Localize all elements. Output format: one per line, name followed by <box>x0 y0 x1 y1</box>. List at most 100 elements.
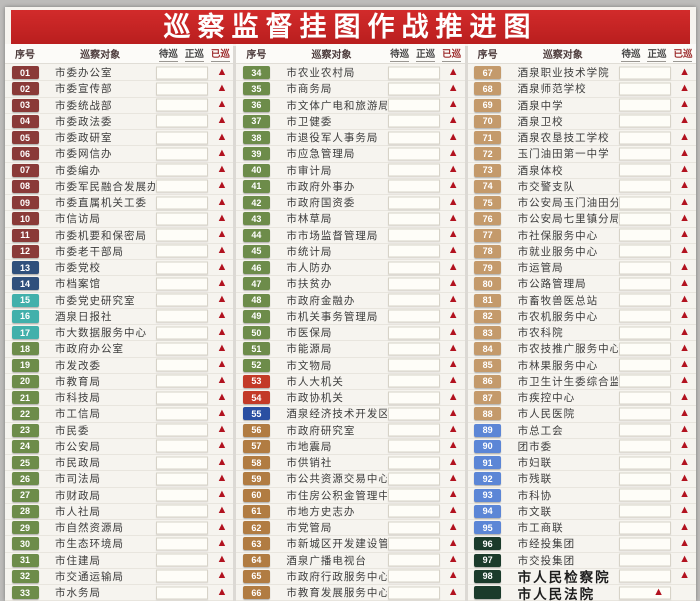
status-triangle-icon: ▲ <box>216 471 228 484</box>
status-triangle-icon: ▲ <box>447 211 459 224</box>
pending-cell <box>156 66 209 80</box>
pending-cell <box>156 342 209 356</box>
row-index-cell: 54 <box>236 391 276 405</box>
group-header: 序号 巡察对象 待巡 正巡 已巡 <box>467 44 696 64</box>
pending-cell <box>387 342 440 356</box>
status-triangle-icon: ▲ <box>447 390 459 403</box>
row-index-cell: 58 <box>236 456 276 470</box>
row-index-cell: 27 <box>5 488 45 502</box>
row-target-label: 市农机服务中心 <box>517 310 599 323</box>
pending-cell <box>156 326 209 340</box>
pending-cell <box>618 98 671 112</box>
row-status-cells: ▲ <box>387 195 465 210</box>
row-target-label: 市教育局 <box>55 375 101 388</box>
status-triangle-icon: ▲ <box>679 114 690 127</box>
pending-cell <box>618 553 671 567</box>
status-triangle-icon: ▲ <box>447 292 459 305</box>
status-triangle-icon: ▲ <box>679 536 690 549</box>
pending-cell <box>156 586 209 600</box>
row-target-label: 市退役军人事务局 <box>286 132 379 145</box>
row-index-badge: 65 <box>242 569 270 583</box>
pending-cell <box>618 569 671 583</box>
row-index-badge: 51 <box>242 342 270 356</box>
row-index-badge: 59 <box>242 472 270 486</box>
status-triangle-icon: ▲ <box>216 81 228 94</box>
row-target-label: 市政府外事办 <box>286 180 356 193</box>
row-target-label: 市委党史研究室 <box>55 294 136 307</box>
row-index-cell <box>468 586 508 600</box>
row-index-cell: 79 <box>468 261 508 275</box>
status-triangle-icon: ▲ <box>679 260 690 273</box>
row-target-label: 酒泉农垦技工学校 <box>517 132 610 145</box>
row-index-badge: 37 <box>242 114 270 128</box>
row-status-cells: ▲ <box>155 325 233 340</box>
row-index-cell: 88 <box>468 407 508 421</box>
chart-title: 巡察监督挂图作战推进图 <box>11 10 690 44</box>
header-index: 序号 <box>246 50 267 61</box>
row-target-label: 市委机要和保密局 <box>55 229 147 242</box>
row-index-badge: 29 <box>11 521 39 535</box>
row-index-cell: 38 <box>236 131 276 145</box>
row-index-cell: 33 <box>5 586 45 600</box>
row-target-label: 市公路管理局 <box>517 278 587 291</box>
status-triangle-icon: ▲ <box>679 455 690 468</box>
table-row: 12 市委老干部局 ▲ <box>5 244 234 260</box>
status-triangle-icon: ▲ <box>216 276 228 289</box>
row-index-badge: 88 <box>474 407 502 421</box>
row-index-cell: 50 <box>236 326 276 340</box>
table-row: 64 酒泉广播电视台 ▲ <box>236 553 465 569</box>
status-triangle-icon: ▲ <box>216 536 228 549</box>
pending-cell <box>387 569 440 583</box>
status-triangle-icon: ▲ <box>447 244 459 257</box>
status-triangle-icon: ▲ <box>216 374 228 387</box>
row-target-label: 市林草局 <box>286 213 333 226</box>
status-triangle-icon: ▲ <box>679 487 690 500</box>
row-index-badge: 98 <box>474 569 502 583</box>
row-index-badge: 10 <box>11 212 39 226</box>
row-target-label: 市水务局 <box>55 587 101 600</box>
status-triangle-icon: ▲ <box>447 276 459 289</box>
row-status-cells: ▲ <box>618 488 696 503</box>
row-status-cells: ▲ <box>618 504 696 519</box>
row-status-cells: ▲ <box>387 341 465 356</box>
row-index-badge: 89 <box>474 423 502 437</box>
row-target-label: 市应急管理局 <box>286 148 356 161</box>
status-triangle-icon: ▲ <box>447 97 459 110</box>
row-target-label: 市大数据服务中心 <box>55 327 147 340</box>
status-triangle-icon: ▲ <box>447 536 459 549</box>
row-index-badge: 27 <box>11 488 39 502</box>
status-triangle-icon: ▲ <box>447 471 459 484</box>
pending-cell <box>387 147 440 161</box>
row-status-cells: ▲ <box>618 244 696 259</box>
row-target-label: 市审计局 <box>286 164 333 177</box>
row-index-cell: 94 <box>468 504 508 518</box>
row-status-cells: ▲ <box>387 228 465 243</box>
row-index-cell: 21 <box>5 391 45 405</box>
row-status-cells: ▲ <box>618 471 696 486</box>
pending-cell <box>387 212 440 226</box>
pending-cell <box>156 488 209 502</box>
status-triangle-icon: ▲ <box>216 504 228 517</box>
row-index-badge: 43 <box>242 212 270 226</box>
row-index-badge: 46 <box>242 261 270 275</box>
status-triangle-icon: ▲ <box>216 227 228 240</box>
row-index-cell: 61 <box>236 504 276 518</box>
row-status-cells: ▲ <box>155 488 233 503</box>
status-triangle-icon: ▲ <box>216 195 228 208</box>
pending-cell <box>618 456 671 470</box>
row-index-badge: 97 <box>474 553 502 567</box>
table-row: 03 市委统战部 ▲ <box>5 98 234 114</box>
status-triangle-icon: ▲ <box>679 162 690 175</box>
status-triangle-icon: ▲ <box>679 520 690 533</box>
row-index-cell: 63 <box>236 537 276 551</box>
status-triangle-icon: ▲ <box>447 487 459 500</box>
row-index-badge <box>474 586 502 600</box>
status-triangle-icon: ▲ <box>447 406 459 419</box>
row-index-badge: 62 <box>242 521 270 535</box>
table-row: 17 市大数据服务中心 ▲ <box>5 325 234 342</box>
pending-cell <box>387 537 440 551</box>
row-index-badge: 72 <box>474 147 502 161</box>
table-group: 序号 巡察对象 待巡 正巡 已巡 01 市委办公室 ▲ 02 市委宣传部 ▲ 0… <box>5 44 234 601</box>
status-triangle-icon: ▲ <box>216 244 228 257</box>
row-target-label: 市文联 <box>517 505 553 518</box>
